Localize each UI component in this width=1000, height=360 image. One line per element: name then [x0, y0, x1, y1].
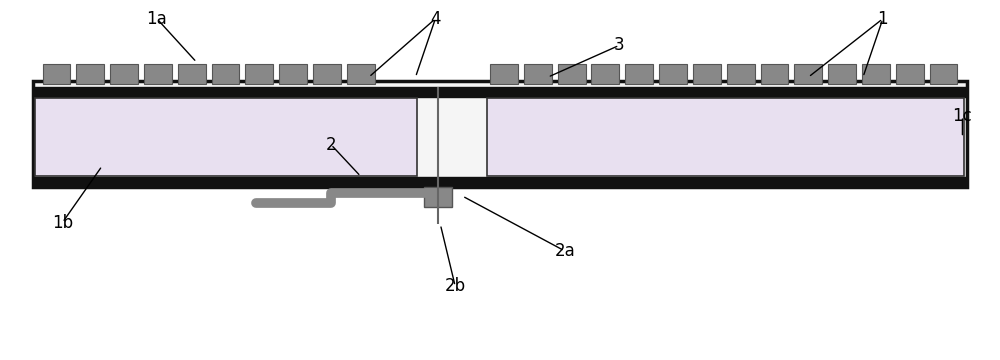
Text: 4: 4 — [430, 10, 441, 28]
Text: 3: 3 — [614, 36, 625, 54]
Bar — [424, 187, 452, 207]
Bar — [33, 87, 967, 97]
Bar — [313, 64, 341, 84]
Text: 2b: 2b — [445, 277, 466, 295]
Text: 1a: 1a — [147, 10, 167, 28]
Text: 1b: 1b — [52, 213, 73, 231]
Bar — [33, 177, 967, 187]
Bar — [524, 64, 552, 84]
Bar — [35, 98, 417, 176]
Text: 2a: 2a — [554, 242, 575, 260]
Bar — [347, 64, 375, 84]
Bar — [693, 64, 721, 84]
Bar — [659, 64, 687, 84]
Text: 1: 1 — [878, 10, 888, 28]
Bar — [487, 98, 964, 176]
Bar — [76, 64, 104, 84]
Bar — [490, 64, 518, 84]
Bar — [178, 64, 206, 84]
Bar — [144, 64, 172, 84]
Bar — [794, 64, 822, 84]
Bar — [828, 64, 856, 84]
Text: 1c: 1c — [953, 107, 972, 125]
Bar — [43, 64, 70, 84]
Bar — [558, 64, 586, 84]
Bar — [896, 64, 924, 84]
Bar — [245, 64, 273, 84]
Text: 2: 2 — [326, 136, 336, 154]
Bar — [212, 64, 239, 84]
Bar — [279, 64, 307, 84]
Bar — [930, 64, 957, 84]
Bar — [727, 64, 755, 84]
Bar — [591, 64, 619, 84]
Bar — [761, 64, 788, 84]
Bar — [862, 64, 890, 84]
Bar — [625, 64, 653, 84]
Bar — [33, 81, 967, 187]
Bar — [110, 64, 138, 84]
